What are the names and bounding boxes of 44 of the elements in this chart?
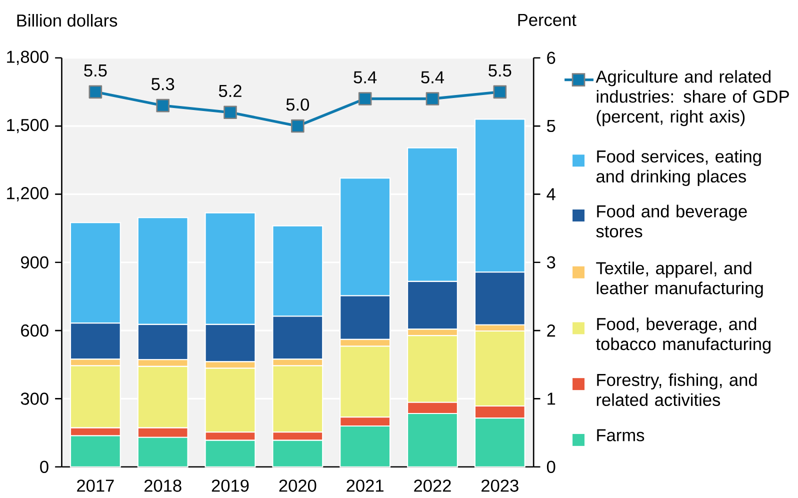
legend-label: Food and beverage stores — [596, 204, 747, 238]
y2-tick-label: 4 — [546, 188, 556, 200]
legend-label: Food, beverage, and tobacco manufacturing — [596, 318, 771, 354]
y2-tick-label: 6 — [547, 52, 556, 64]
y2-tick-label: 3 — [546, 256, 556, 269]
point — [88, 85, 102, 99]
x-tick-label: 2017 — [77, 480, 114, 492]
point — [291, 120, 304, 133]
y2-axis-title: Percent — [518, 14, 576, 26]
data-label: 5.5 — [488, 64, 512, 77]
legend-label: Textile, apparel, and leather manufacturing — [596, 262, 763, 298]
y-tick-label: 900 — [21, 256, 48, 269]
y-tick-label: 1,800 — [7, 50, 48, 66]
point — [224, 106, 237, 120]
y-tick-label: 1,500 — [7, 119, 48, 134]
data-label: 5.4 — [421, 72, 444, 84]
data-label: 5.3 — [152, 78, 174, 90]
legend-label: Farms — [597, 429, 644, 442]
data-label: 5.4 — [354, 72, 377, 84]
point — [426, 92, 440, 106]
y2-tick-label: 2 — [547, 324, 556, 337]
y2-tick-label: 1 — [548, 392, 556, 405]
legend-label: Food services, eating and drinking places — [596, 150, 761, 186]
x-tick-label: 2021 — [346, 480, 384, 492]
y2-tick-label: 0 — [546, 460, 556, 474]
x-tick-label: 2018 — [144, 480, 182, 492]
legend-label: Forestry, fishing, and related activities — [596, 374, 757, 406]
x-tick-label: 2020 — [279, 480, 316, 492]
y-axis-title: Billion dollars — [17, 14, 118, 27]
point — [358, 92, 372, 106]
x-tick-label: 2019 — [212, 480, 249, 492]
data-label: 5.5 — [84, 64, 107, 77]
data-label: 5.2 — [218, 85, 242, 98]
x-tick-label: 2022 — [414, 480, 451, 492]
y-tick-label: 300 — [20, 392, 48, 406]
x-tick-label: 2023 — [482, 480, 518, 492]
data-label: 5.0 — [286, 98, 310, 111]
y2-tick-label: 5 — [546, 120, 556, 132]
y-tick-label: 600 — [21, 324, 48, 337]
point — [493, 85, 507, 99]
y-tick-label: 1,200 — [7, 187, 48, 202]
legend-label: Agriculture and related industries: share of GDP (percent, right axis) — [596, 70, 789, 126]
y-tick-label: 0 — [40, 460, 48, 474]
point — [156, 99, 170, 112]
